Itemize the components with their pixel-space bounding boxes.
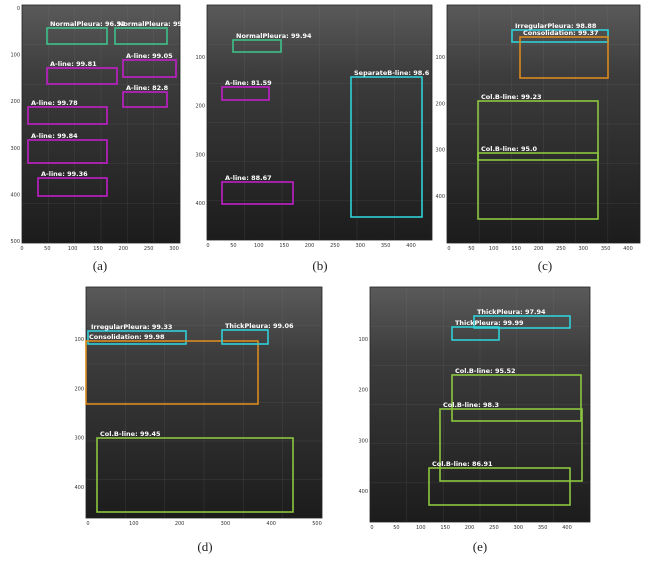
detection-label: SeparateB-line: 98.6 bbox=[354, 69, 430, 77]
x-tick-label: 50 bbox=[393, 525, 399, 531]
x-tick-label: 100 bbox=[68, 246, 78, 252]
detection-label: NormalPleura: 99.94 bbox=[236, 32, 312, 40]
panel: 0 50 100 150 200 250 300 350 400 100 200 300 400 Thic… bbox=[358, 287, 590, 554]
y-tick-label: 400 bbox=[74, 485, 84, 491]
x-tick-label: 300 bbox=[169, 246, 179, 252]
x-tick-label: 350 bbox=[601, 246, 611, 252]
x-tick-label: 150 bbox=[440, 525, 450, 531]
detection-label: A-line: 82.8 bbox=[126, 84, 169, 92]
y-tick-label: 400 bbox=[10, 192, 20, 198]
x-tick-label: 300 bbox=[355, 243, 365, 249]
detection-label: A-line: 99.78 bbox=[31, 99, 78, 107]
x-tick-label: 400 bbox=[562, 525, 572, 531]
detection-label: ThickPleura: 99.99 bbox=[455, 319, 524, 327]
detection-label: NormalPleura: 99.02 bbox=[118, 20, 194, 28]
x-tick-label: 0 bbox=[370, 525, 373, 531]
panel: 0 50 100 150 200 250 300 0 100 200 300 400 500 Normal… bbox=[10, 5, 193, 273]
x-tick-label: 0 bbox=[20, 246, 23, 252]
x-tick-label: 200 bbox=[305, 243, 315, 249]
panel: 0 100 200 300 400 500 100 200 300 400 IrregularPle… bbox=[74, 287, 322, 554]
x-tick-label: 400 bbox=[266, 521, 276, 527]
detection-label: Col.B-line: 99.23 bbox=[481, 93, 542, 101]
y-tick-label: 100 bbox=[10, 53, 20, 59]
x-tick-label: 300 bbox=[513, 525, 523, 531]
x-tick-label: 250 bbox=[489, 525, 499, 531]
x-tick-label: 0 bbox=[206, 243, 209, 249]
y-tick-label: 500 bbox=[10, 239, 20, 245]
detection-label: A-line: 99.36 bbox=[41, 170, 88, 178]
detection-label: A-line: 99.05 bbox=[126, 52, 173, 60]
x-tick-label: 150 bbox=[279, 243, 289, 249]
detection-label: Col.B-line: 98.3 bbox=[443, 401, 499, 409]
x-tick-label: 0 bbox=[86, 521, 89, 527]
panel-caption: (e) bbox=[473, 539, 487, 554]
y-tick-label: 200 bbox=[10, 99, 20, 105]
y-tick-label: 200 bbox=[358, 388, 368, 394]
y-tick-label: 400 bbox=[195, 201, 205, 207]
y-tick-label: 300 bbox=[10, 146, 20, 152]
y-tick-label: 100 bbox=[435, 55, 445, 61]
detection-label: A-line: 88.67 bbox=[225, 174, 272, 182]
x-tick-label: 50 bbox=[44, 246, 50, 252]
detection-label: Col.B-line: 95.52 bbox=[455, 367, 516, 375]
x-tick-label: 200 bbox=[465, 525, 475, 531]
y-tick-label: 300 bbox=[195, 152, 205, 158]
y-tick-label: 100 bbox=[195, 55, 205, 61]
x-tick-label: 150 bbox=[511, 246, 521, 252]
detection-label: ThickPleura: 97.94 bbox=[477, 308, 546, 316]
x-tick-label: 100 bbox=[489, 246, 499, 252]
x-tick-label: 50 bbox=[230, 243, 236, 249]
detection-label: Col.B-line: 99.45 bbox=[100, 430, 161, 438]
y-tick-label: 100 bbox=[358, 337, 368, 343]
x-tick-label: 400 bbox=[406, 243, 416, 249]
detection-label: A-line: 81.59 bbox=[225, 79, 272, 87]
x-tick-label: 200 bbox=[119, 246, 129, 252]
detection-label: IrregularPleura: 99.33 bbox=[91, 323, 172, 331]
x-tick-label: 150 bbox=[93, 246, 103, 252]
y-tick-label: 300 bbox=[74, 436, 84, 442]
y-tick-label: 300 bbox=[358, 438, 368, 444]
panel-caption: (c) bbox=[538, 258, 552, 273]
x-tick-label: 200 bbox=[534, 246, 544, 252]
detection-label: Col.B-line: 95.0 bbox=[481, 145, 537, 153]
y-tick-label: 0 bbox=[17, 6, 20, 12]
panel-caption: (b) bbox=[312, 258, 327, 273]
panel: 0 50 100 150 200 250 300 350 400 100 200 300 400 Norm… bbox=[195, 5, 432, 273]
x-tick-label: 300 bbox=[221, 521, 231, 527]
y-tick-label: 200 bbox=[435, 101, 445, 107]
panel-caption: (a) bbox=[93, 258, 107, 273]
y-tick-label: 400 bbox=[435, 194, 445, 200]
x-tick-label: 50 bbox=[468, 246, 474, 252]
detection-label: Consolidation: 99.37 bbox=[523, 29, 599, 37]
y-tick-label: 400 bbox=[358, 489, 368, 495]
y-tick-label: 200 bbox=[195, 104, 205, 110]
detection-label: A-line: 99.84 bbox=[31, 132, 78, 140]
detection-label: NormalPleura: 96.52 bbox=[50, 20, 126, 28]
x-tick-label: 350 bbox=[381, 243, 391, 249]
detection-label: ThickPleura: 99.06 bbox=[225, 322, 294, 330]
x-tick-label: 100 bbox=[254, 243, 264, 249]
x-tick-label: 0 bbox=[447, 246, 450, 252]
x-tick-label: 100 bbox=[129, 521, 139, 527]
x-tick-label: 300 bbox=[578, 246, 588, 252]
x-tick-label: 100 bbox=[416, 525, 426, 531]
detection-label: Col.B-line: 86.91 bbox=[432, 460, 493, 468]
y-tick-label: 100 bbox=[74, 337, 84, 343]
detection-label: Consolidation: 99.98 bbox=[89, 333, 165, 341]
x-tick-label: 250 bbox=[330, 243, 340, 249]
detection-label: A-line: 99.81 bbox=[50, 60, 97, 68]
page: 0501001502002503000100200300400500Normal… bbox=[0, 0, 654, 563]
panel-caption: (d) bbox=[197, 539, 212, 554]
y-tick-label: 200 bbox=[74, 386, 84, 392]
x-tick-label: 400 bbox=[623, 246, 633, 252]
y-tick-label: 300 bbox=[435, 148, 445, 154]
x-tick-label: 200 bbox=[175, 521, 185, 527]
x-tick-label: 350 bbox=[538, 525, 548, 531]
x-tick-label: 500 bbox=[312, 521, 322, 527]
x-tick-label: 250 bbox=[144, 246, 154, 252]
figure: 0501001502002503000100200300400500Normal… bbox=[0, 0, 654, 563]
x-tick-label: 250 bbox=[556, 246, 566, 252]
